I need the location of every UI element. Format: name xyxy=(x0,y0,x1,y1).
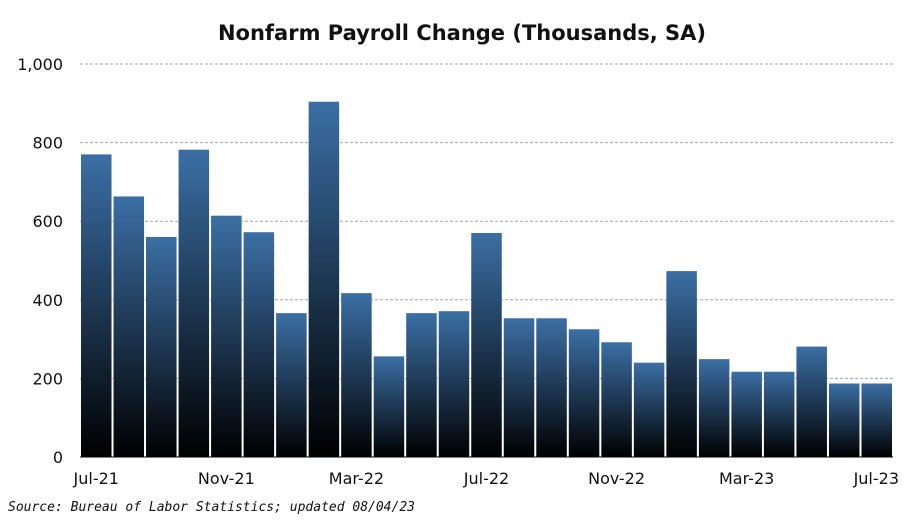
y-tick-label: 600 xyxy=(32,212,63,231)
bar xyxy=(568,329,600,457)
bar xyxy=(438,311,470,457)
x-tick-label: Nov-22 xyxy=(588,469,645,488)
bar xyxy=(828,383,860,457)
y-tick-labels: 0 200 400 600 800 1,000 xyxy=(17,55,63,467)
bar xyxy=(276,313,307,457)
y-tick-label: 0 xyxy=(53,448,63,467)
bar xyxy=(601,342,632,457)
chart-title: Nonfarm Payroll Change (Thousands, SA) xyxy=(218,21,706,45)
bar xyxy=(113,196,145,458)
source-note: Source: Bureau of Labor Statistics; upda… xyxy=(8,500,415,515)
x-tick-labels: Jul-21 Nov-21 Mar-22 Jul-22 Nov-22 Mar-23 Jul-… xyxy=(73,469,899,488)
bar xyxy=(81,154,112,457)
bar xyxy=(861,383,892,457)
x-tick-label: Jul-23 xyxy=(853,469,899,488)
bar xyxy=(698,359,730,457)
x-tick-label: Jul-21 xyxy=(73,469,119,488)
y-tick-label: 800 xyxy=(32,134,63,153)
x-tick-label: Mar-23 xyxy=(719,469,774,488)
bar xyxy=(146,236,177,457)
bar xyxy=(633,362,665,457)
bar xyxy=(536,318,567,457)
bar xyxy=(308,101,340,457)
bar xyxy=(666,271,697,457)
bar xyxy=(406,313,437,457)
bar xyxy=(243,232,275,457)
bar xyxy=(731,371,762,457)
bar xyxy=(341,293,372,457)
x-tick-label: Mar-22 xyxy=(329,469,384,488)
bar xyxy=(211,215,242,457)
y-tick-label: 1,000 xyxy=(17,55,63,74)
bar xyxy=(471,232,502,457)
bar xyxy=(178,149,210,457)
y-tick-label: 400 xyxy=(32,291,63,310)
x-tick-label: Nov-21 xyxy=(198,469,255,488)
bar xyxy=(503,318,535,457)
x-tick-label: Jul-22 xyxy=(463,469,509,488)
bar xyxy=(763,371,795,457)
y-tick-label: 200 xyxy=(32,369,63,388)
bars xyxy=(81,101,892,458)
bar xyxy=(373,356,405,457)
bar xyxy=(796,346,827,457)
